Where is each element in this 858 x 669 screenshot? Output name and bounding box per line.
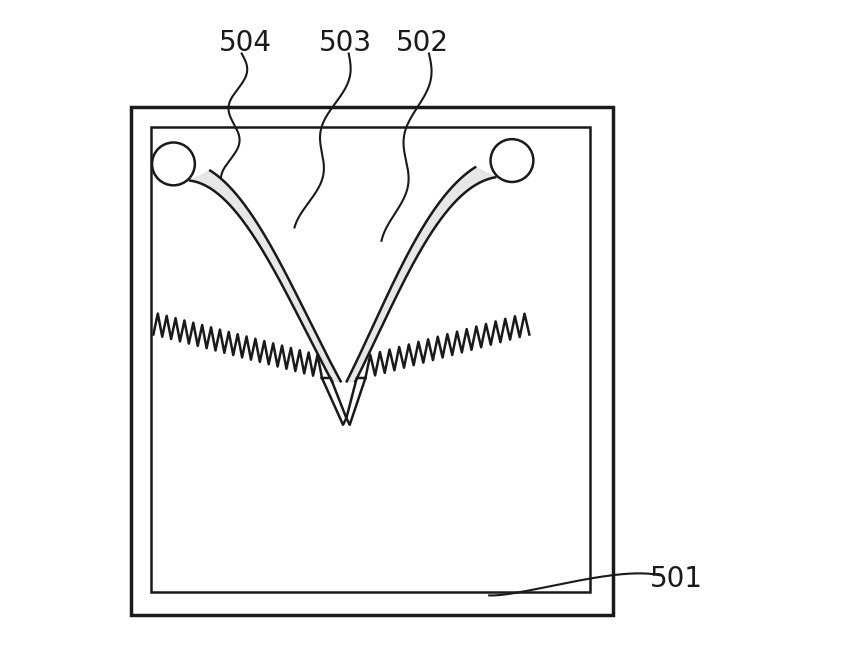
Text: 501: 501 [650, 565, 703, 593]
Polygon shape [190, 171, 341, 381]
Bar [131, 107, 613, 615]
Circle shape [152, 142, 195, 185]
Polygon shape [347, 167, 495, 381]
Text: 503: 503 [319, 29, 372, 58]
Circle shape [491, 139, 534, 182]
Text: 502: 502 [396, 29, 449, 58]
Polygon shape [347, 378, 366, 425]
Text: 504: 504 [219, 29, 271, 58]
Bar [151, 127, 589, 592]
Polygon shape [322, 378, 347, 425]
